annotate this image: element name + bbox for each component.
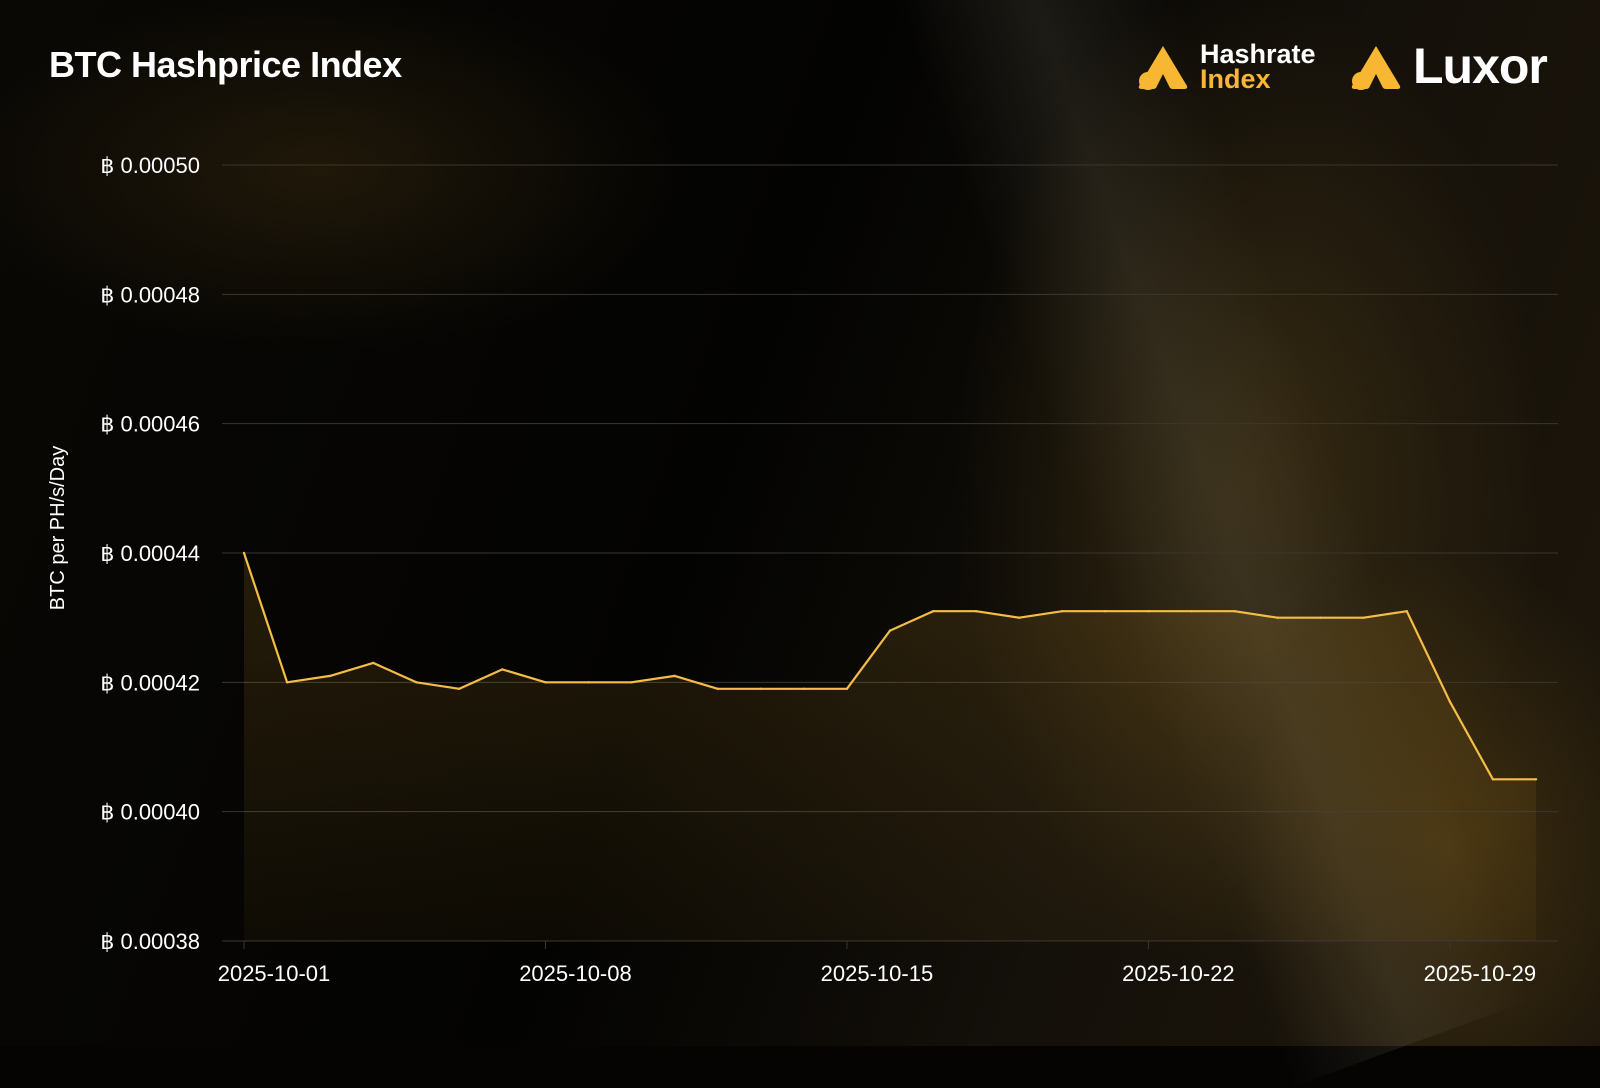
data-point [1147,610,1150,613]
data-point [716,687,719,690]
x-tick-label: 2025-10-01 [218,961,331,986]
y-tick-label: ฿ 0.00048 [100,282,200,307]
y-axis-ticks: ฿ 0.00050 ฿ 0.00048 ฿ 0.00046 ฿ 0.00044 ฿ 0.… [100,153,200,954]
data-point [1448,700,1452,703]
x-tick-label: 2025-10-15 [821,961,934,986]
hashrate-index-logo-icon [1138,46,1188,90]
data-point [1362,616,1365,619]
y-tick-label: ฿ 0.00042 [100,670,200,695]
data-point [1104,610,1107,613]
data-point [1061,610,1064,613]
hashprice-chart: ฿ 0.00050 ฿ 0.00048 ฿ 0.00046 ฿ 0.00044 ฿ 0.… [47,153,1558,986]
data-point [1491,778,1495,781]
data-point [372,661,375,665]
data-point [501,668,504,671]
data-point [888,629,892,632]
x-tick-label: 2025-10-22 [1122,961,1235,986]
data-point [802,687,806,690]
x-axis-ticks: 2025-10-01 2025-10-08 2025-10-15 2025-10-22… [218,941,1536,986]
data-point [285,681,289,684]
data-point [458,687,461,690]
logo-luxor-text: Luxor [1413,38,1548,94]
data-point [1319,616,1322,619]
data-point [1018,616,1021,619]
hashrate-index-logo: Hashrate Index [1137,40,1337,96]
x-tick-label: 2025-10-08 [519,961,632,986]
chart-title: BTC Hashprice Index [49,44,402,85]
luxor-logo-icon [1351,46,1401,90]
data-point [1190,610,1193,613]
data-point [587,681,590,684]
data-point [415,681,418,684]
series-area [242,551,1538,941]
luxor-logo: Luxor [1350,40,1560,96]
data-point [328,674,332,678]
data-point [1233,610,1236,613]
data-point [242,551,246,555]
series-area-fill [244,553,1536,941]
data-point [630,681,633,684]
logo-index-text: Index [1200,64,1271,94]
data-point [1276,616,1279,619]
y-tick-label: ฿ 0.00040 [100,800,200,825]
data-point [1534,778,1538,781]
y-tick-label: ฿ 0.00038 [100,929,200,954]
y-axis-label: BTC per PH/s/Day [47,446,69,610]
y-tick-label: ฿ 0.00050 [100,153,200,178]
data-point [673,674,676,678]
data-point [931,610,935,613]
y-tick-label: ฿ 0.00046 [100,412,200,437]
logo-hashrate-text: Hashrate [1200,39,1316,69]
x-tick-label: 2025-10-29 [1424,961,1537,986]
data-point [845,687,849,690]
data-point [1405,610,1409,613]
y-tick-label: ฿ 0.00044 [100,541,200,566]
data-point [974,610,978,613]
data-point [544,681,547,684]
data-point [759,687,762,690]
